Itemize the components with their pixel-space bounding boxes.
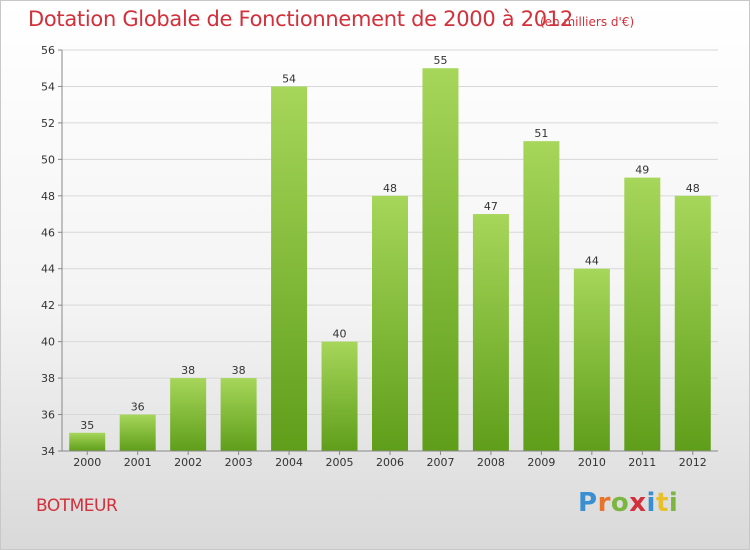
y-tick-label: 46 [41, 226, 55, 239]
x-tick-label: 2012 [679, 456, 707, 469]
logo-letter: i [646, 488, 656, 518]
chart-title: Dotation Globale de Fonctionnement de 20… [28, 7, 573, 31]
bar [674, 195, 711, 451]
x-tick-label: 2001 [124, 456, 152, 469]
x-tick-label: 2010 [578, 456, 606, 469]
bar [119, 414, 156, 451]
logo-letter: t [655, 488, 669, 518]
bar [472, 214, 509, 451]
data-label: 47 [484, 200, 498, 213]
y-tick-label: 56 [41, 44, 55, 57]
logo-letter: o [610, 488, 630, 518]
y-tick-label: 38 [41, 372, 55, 385]
chart-subtitle: (en milliers d'€) [540, 15, 635, 29]
x-tick-label: 2003 [225, 456, 253, 469]
data-label: 54 [282, 72, 296, 85]
x-tick-label: 2011 [628, 456, 656, 469]
data-label: 49 [635, 164, 649, 177]
y-tick-label: 34 [41, 445, 55, 458]
commune-name: BOTMEUR [36, 496, 118, 516]
y-tick-label: 40 [41, 336, 55, 349]
bar [271, 86, 308, 452]
logo-letter: r [597, 488, 611, 518]
y-tick-label: 36 [41, 409, 55, 422]
data-label: 51 [534, 127, 548, 140]
logo-letter: P [578, 488, 598, 518]
x-tick-label: 2007 [426, 456, 454, 469]
bar [422, 68, 459, 452]
y-tick-label: 44 [41, 263, 55, 276]
logo-letter: x [629, 488, 647, 518]
x-tick-label: 2006 [376, 456, 404, 469]
x-tick-label: 2000 [73, 456, 101, 469]
bar [372, 195, 408, 451]
bar [69, 432, 106, 451]
data-label: 48 [686, 182, 700, 195]
data-label: 44 [585, 255, 599, 268]
data-label: 55 [433, 54, 447, 67]
bar [321, 341, 358, 451]
proxiti-logo[interactable]: Proxiti [578, 488, 678, 518]
bar [170, 378, 207, 451]
bars [69, 68, 711, 452]
data-label: 40 [333, 328, 347, 341]
bar [220, 378, 257, 451]
x-tick-label: 2009 [527, 456, 555, 469]
bar [573, 268, 610, 451]
bar [624, 177, 661, 451]
x-tick-label: 2002 [174, 456, 202, 469]
x-tick-label: 2005 [326, 456, 354, 469]
x-tick-label: 2008 [477, 456, 505, 469]
data-label: 35 [80, 419, 94, 432]
y-tick-label: 52 [41, 117, 55, 130]
axes [58, 49, 718, 455]
y-tick-label: 50 [41, 153, 55, 166]
data-label: 48 [383, 182, 397, 195]
y-tick-label: 48 [41, 190, 55, 203]
data-label: 36 [131, 401, 145, 414]
x-tick-label: 2004 [275, 456, 303, 469]
logo-letter: i [668, 488, 679, 518]
y-tick-label: 54 [41, 80, 55, 93]
labels: 34 36 38 40 42 44 46 48 50 52 54 56 35 2000 36 2001 38 20… [41, 44, 707, 469]
data-label: 38 [232, 364, 246, 377]
bar [523, 141, 560, 452]
y-tick-label: 42 [41, 299, 55, 312]
data-label: 38 [181, 364, 195, 377]
